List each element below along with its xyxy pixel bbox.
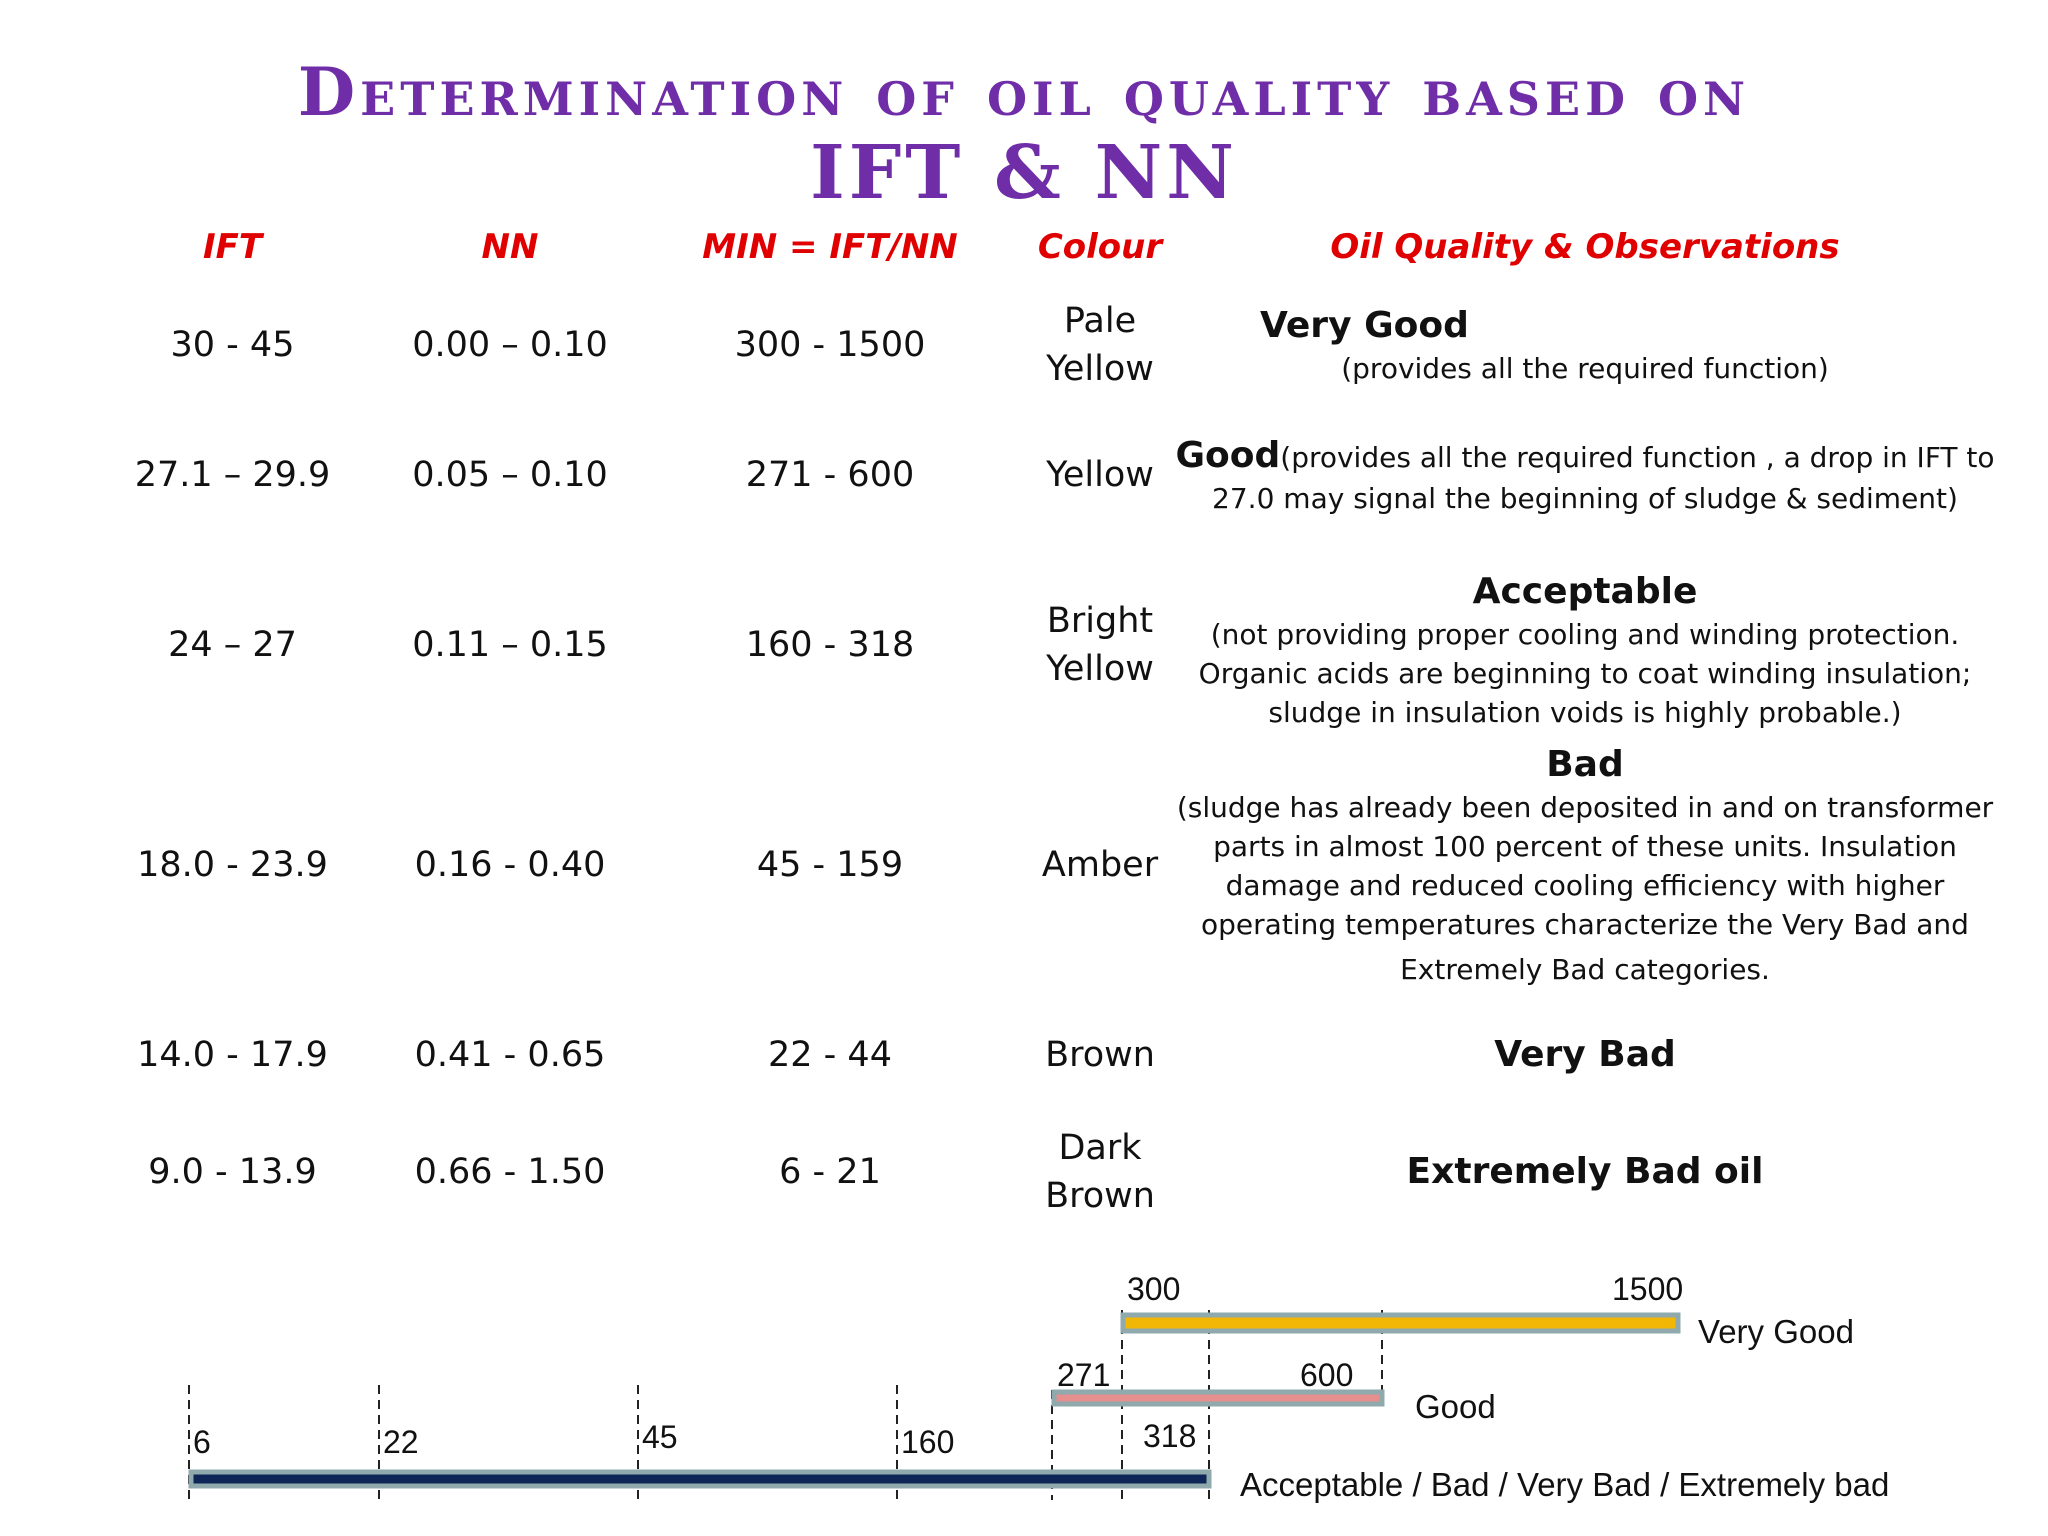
- observation-cell: Very Good (provides all the required fun…: [1200, 295, 1970, 395]
- tick-label-1500: 1500: [1612, 1271, 1683, 1307]
- tick-label-300: 300: [1127, 1271, 1180, 1307]
- nn-cell: 0.00 – 0.10: [412, 325, 608, 365]
- quality-label: Very Good: [1260, 304, 1469, 346]
- title-line-2: IFT & NN: [810, 130, 1238, 216]
- ift-cell: 27.1 – 29.9: [134, 455, 331, 495]
- colour-line: Yellow: [1046, 649, 1154, 689]
- observation-cell: Very Bad: [1200, 1010, 1970, 1100]
- colour-line: Brown: [1045, 1035, 1155, 1075]
- range-label-good: Good: [1415, 1388, 1496, 1425]
- tick-label-160: 160: [901, 1424, 954, 1460]
- observation-cell: Extremely Bad oil: [1200, 1127, 1970, 1217]
- quality-label: Extremely Bad oil: [1406, 1151, 1764, 1192]
- ift-cell: 18.0 - 23.9: [137, 845, 328, 885]
- ift-cell: 14.0 - 17.9: [137, 1035, 328, 1075]
- nn-cell: 0.16 - 0.40: [414, 845, 606, 885]
- colour-cell: Bright Yellow: [1010, 590, 1190, 700]
- colour-cell: Amber: [1010, 820, 1190, 910]
- colour-cell: Dark Brown: [1010, 1117, 1190, 1227]
- header-colour: Colour: [1037, 227, 1163, 267]
- range-bar: [188, 1469, 1212, 1489]
- header-nn: NN: [481, 227, 539, 267]
- tick-label-6: 6: [193, 1424, 211, 1460]
- observation-cell: Bad (sludge has already been deposited i…: [1177, 740, 1993, 990]
- colour-line: Yellow: [1046, 349, 1154, 389]
- title-line-1: Determination of oil quality based on: [297, 53, 1751, 131]
- min-cell: 160 - 318: [745, 625, 915, 665]
- range-bar-acceptable-bad: [188, 1469, 1212, 1489]
- colour-cell: Yellow: [1010, 430, 1190, 520]
- colour-line: Dark: [1058, 1128, 1142, 1168]
- observation-cell: Good(provides all the required function …: [1175, 430, 1994, 520]
- colour-line: Pale: [1063, 301, 1137, 341]
- min-cell: 300 - 1500: [734, 325, 926, 365]
- quality-label: Very Bad: [1494, 1034, 1676, 1075]
- ift-cell: 30 - 45: [170, 325, 295, 365]
- header-min: MIN = IFT/NN: [702, 227, 958, 267]
- observation-text: (sludge has already been deposited in an…: [1176, 790, 1994, 824]
- observation-cell: Acceptable (not providing proper cooling…: [1198, 565, 1972, 735]
- observation-text: parts in almost 100 percent of these uni…: [1213, 829, 1957, 863]
- colour-line: Yellow: [1046, 455, 1154, 495]
- tick-label-318: 318: [1143, 1418, 1196, 1454]
- colour-cell: Brown: [1010, 1010, 1190, 1100]
- observation-text: (not providing proper cooling and windin…: [1210, 617, 1960, 651]
- observation-text: Extremely Bad categories.: [1400, 952, 1770, 986]
- range-bar: [1051, 1389, 1385, 1407]
- colour-cell: Pale Yellow: [1010, 290, 1190, 400]
- colour-line: Bright: [1046, 601, 1154, 641]
- nn-cell: 0.41 - 0.65: [414, 1035, 606, 1075]
- observation-text: damage and reduced cooling efficiency wi…: [1225, 868, 1945, 902]
- range-label-acceptable-bad: Acceptable / Bad / Very Bad / Extremely …: [1240, 1466, 1889, 1503]
- min-cell: 6 - 21: [779, 1152, 881, 1192]
- observation-text: (provides all the required function): [1341, 351, 1829, 385]
- observation-text: 27.0 may signal the beginning of sludge …: [1212, 481, 1958, 515]
- quality-label: Acceptable: [1472, 570, 1698, 612]
- tick-label-45: 45: [642, 1419, 678, 1455]
- min-cell: 45 - 159: [756, 845, 904, 885]
- quality-label: Bad: [1546, 743, 1624, 785]
- quality-label: Good: [1175, 434, 1281, 476]
- observation-text: sludge in insulation voids is highly pro…: [1268, 695, 1902, 729]
- range-label-very-good: Very Good: [1698, 1313, 1854, 1350]
- ift-cell: 9.0 - 13.9: [148, 1152, 317, 1192]
- header-ift: IFT: [202, 227, 263, 267]
- nn-cell: 0.05 – 0.10: [412, 455, 608, 495]
- range-bar-very-good: [1120, 1312, 1681, 1334]
- tick-label-22: 22: [383, 1424, 419, 1460]
- ift-cell: 24 – 27: [168, 625, 297, 665]
- range-bar: [1120, 1312, 1681, 1334]
- tick-label-600: 600: [1300, 1357, 1353, 1393]
- nn-cell: 0.11 – 0.15: [412, 625, 608, 665]
- observation-text: operating temperatures characterize the …: [1201, 907, 1969, 941]
- min-cell: 271 - 600: [745, 455, 915, 495]
- min-cell: 22 - 44: [768, 1035, 892, 1075]
- observation-text: Organic acids are beginning to coat wind…: [1198, 656, 1972, 690]
- colour-line: Brown: [1045, 1176, 1155, 1216]
- colour-line: Amber: [1041, 845, 1159, 885]
- nn-cell: 0.66 - 1.50: [414, 1152, 606, 1192]
- range-bar-good: [1051, 1389, 1385, 1407]
- header-observations: Oil Quality & Observations: [1330, 227, 1840, 267]
- tick-label-271: 271: [1057, 1357, 1110, 1393]
- observation-text: (provides all the required function , a …: [1280, 440, 1995, 474]
